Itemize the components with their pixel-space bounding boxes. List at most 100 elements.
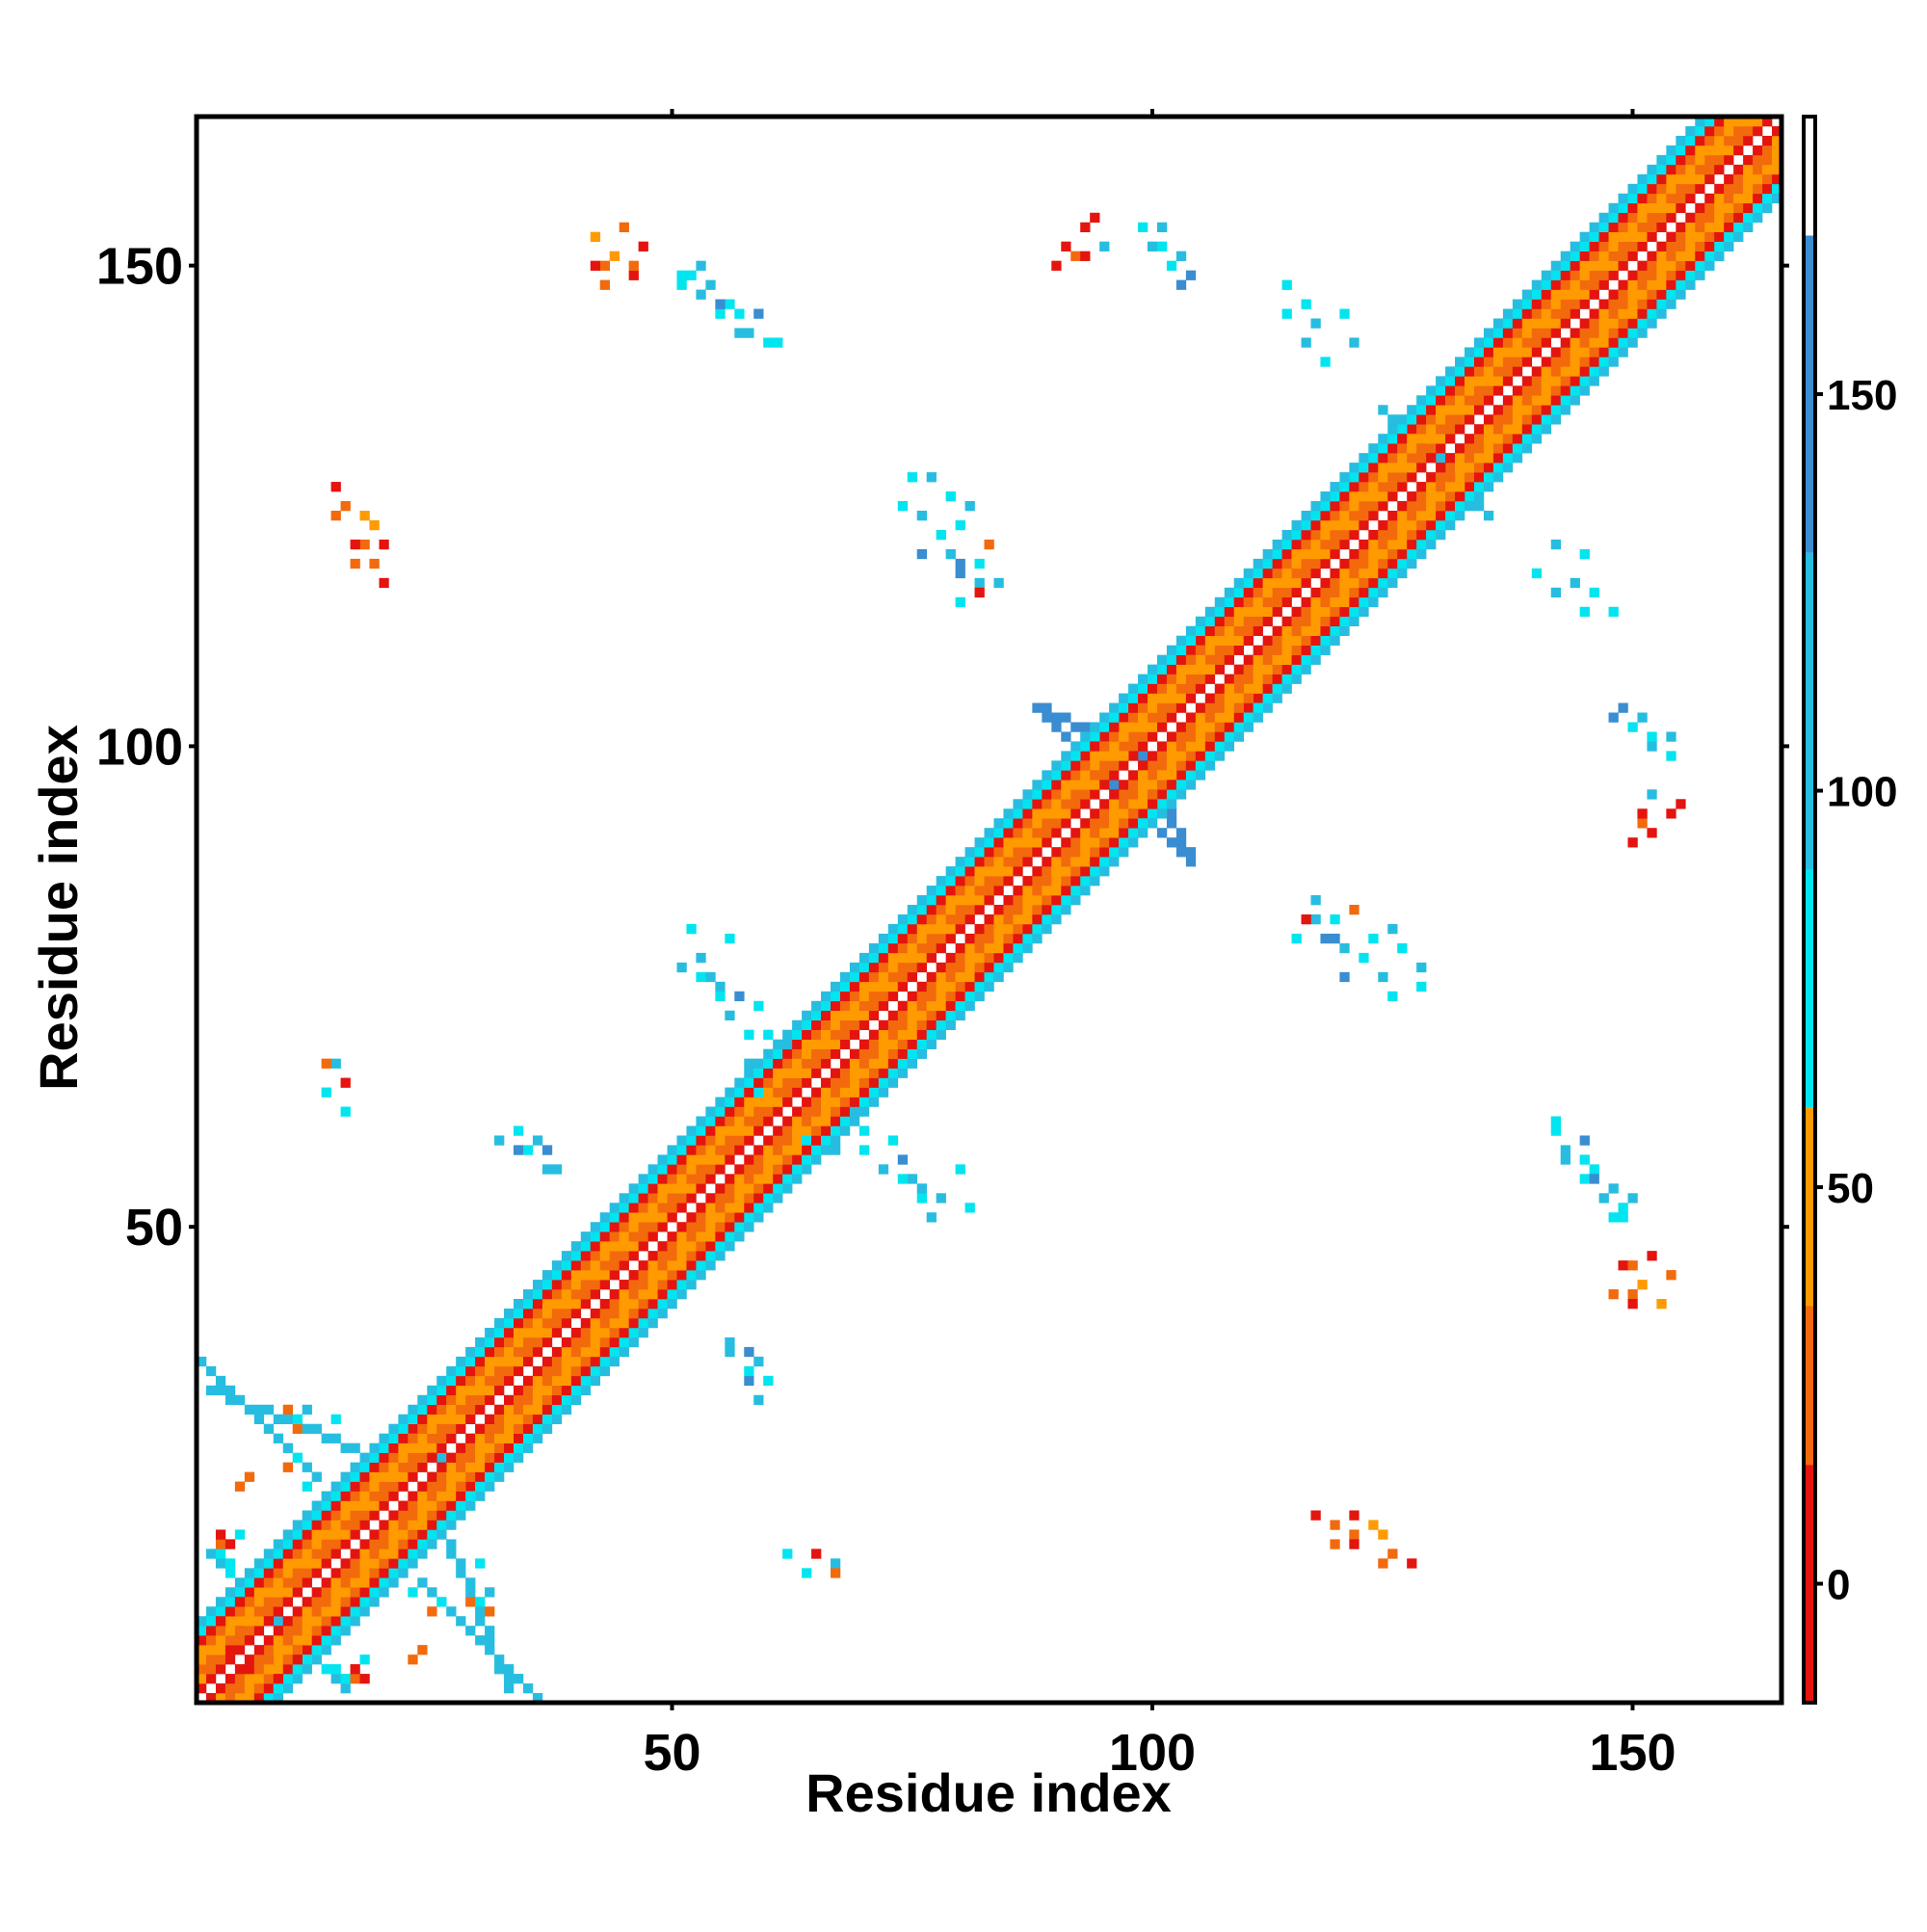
heatmap-cell <box>1483 472 1494 483</box>
heatmap-cell <box>916 913 927 925</box>
heatmap-cell <box>494 1462 505 1472</box>
heatmap-cell <box>628 1203 639 1213</box>
heatmap-cell <box>224 1645 236 1655</box>
heatmap-cell <box>417 1520 428 1530</box>
heatmap-cell <box>696 260 706 271</box>
heatmap-cell <box>696 1145 706 1155</box>
heatmap-cell <box>725 1116 735 1126</box>
heatmap-cell <box>831 1558 841 1569</box>
heatmap-cell <box>273 1664 284 1675</box>
heatmap-cell <box>215 1375 226 1387</box>
heatmap-cell <box>1666 808 1676 819</box>
heatmap-cell <box>1627 193 1638 204</box>
heatmap-cell <box>725 1154 735 1165</box>
heatmap-cell <box>753 1087 764 1098</box>
heatmap-cell <box>522 1683 534 1694</box>
heatmap-cell <box>1550 376 1561 386</box>
heatmap-cell <box>811 1125 822 1136</box>
heatmap-cell <box>1627 212 1638 224</box>
heatmap-cell <box>302 1568 312 1578</box>
heatmap-cell <box>253 1626 265 1636</box>
heatmap-cell <box>590 1375 601 1387</box>
heatmap-cell <box>456 1481 466 1492</box>
heatmap-cell <box>599 1251 610 1261</box>
heatmap-cell <box>1262 558 1273 569</box>
heatmap-cell <box>657 1183 668 1194</box>
heatmap-cell <box>522 1404 534 1416</box>
heatmap-cell <box>408 1539 418 1549</box>
heatmap-cell <box>1349 548 1359 560</box>
heatmap-cell <box>1397 453 1408 463</box>
heatmap-cell <box>234 1693 246 1704</box>
heatmap-cell <box>340 1442 351 1453</box>
heatmap-cell <box>1243 702 1254 713</box>
heatmap-cell <box>532 1414 543 1425</box>
heatmap-cell <box>1656 270 1667 280</box>
heatmap-cell <box>599 1222 610 1232</box>
heatmap-cell <box>1473 385 1485 396</box>
heatmap-cell <box>234 1626 246 1636</box>
heatmap-cell <box>465 1597 476 1607</box>
heatmap-cell <box>753 1203 764 1213</box>
heatmap-cell <box>1185 712 1197 723</box>
heatmap-cell <box>1148 693 1158 703</box>
heatmap-cell <box>1080 837 1091 848</box>
heatmap-cell <box>234 1481 246 1492</box>
heatmap-cell <box>676 1222 687 1232</box>
heatmap-cell <box>504 1433 515 1443</box>
colorbar-bin <box>1804 869 1815 1108</box>
heatmap-cell <box>1387 453 1398 463</box>
heatmap-cell <box>1589 347 1599 357</box>
heatmap-cell <box>1368 501 1379 512</box>
heatmap-cell <box>456 1442 466 1453</box>
heatmap-cell <box>715 308 726 319</box>
heatmap-cell <box>1637 328 1648 338</box>
heatmap-cell <box>858 1019 870 1030</box>
heatmap-cell <box>561 1251 572 1261</box>
heatmap-cell <box>350 558 360 569</box>
heatmap-cell <box>1262 568 1273 579</box>
heatmap-cell <box>802 1058 812 1069</box>
heatmap-cell <box>638 1193 648 1204</box>
heatmap-cell <box>993 828 1004 838</box>
heatmap-cell <box>897 1048 909 1059</box>
heatmap-cell <box>1502 337 1514 348</box>
heatmap-cell <box>907 1174 918 1184</box>
heatmap-cell <box>215 1529 226 1540</box>
heatmap-cell <box>456 1404 466 1416</box>
heatmap-cell <box>590 1280 601 1290</box>
heatmap-cell <box>1359 596 1369 608</box>
heatmap-cell <box>1416 405 1427 415</box>
heatmap-cell <box>197 1635 207 1646</box>
heatmap-cell <box>1128 780 1139 790</box>
heatmap-cell <box>1416 539 1427 550</box>
heatmap-cell <box>926 895 937 906</box>
heatmap-cell <box>916 511 927 521</box>
heatmap-cell <box>1455 453 1465 463</box>
heatmap-cell <box>1003 876 1014 887</box>
heatmap-cell <box>311 1423 322 1434</box>
heatmap-cell <box>1436 434 1446 444</box>
heatmap-cell <box>782 1087 793 1098</box>
heatmap-cell <box>1090 760 1100 771</box>
heatmap-cell <box>1656 183 1667 195</box>
heatmap-cell <box>887 962 899 973</box>
heatmap-cell <box>1148 789 1158 800</box>
heatmap-cell <box>561 1385 572 1396</box>
heatmap-cell <box>1455 366 1465 377</box>
heatmap-cell <box>1359 472 1369 483</box>
heatmap-cell <box>926 886 937 896</box>
heatmap-cell <box>570 1375 582 1387</box>
heatmap-cell <box>916 1183 927 1194</box>
heatmap-cell <box>580 1299 592 1310</box>
heatmap-cell <box>955 876 965 887</box>
heatmap-cell <box>1455 511 1465 521</box>
heatmap-cell <box>311 1654 322 1665</box>
heatmap-cell <box>379 1462 389 1472</box>
heatmap-cell <box>1148 731 1158 742</box>
heatmap-cell <box>1204 760 1216 771</box>
heatmap-cell <box>609 1222 620 1232</box>
heatmap-cell <box>1704 164 1715 175</box>
heatmap-cell <box>1156 741 1168 752</box>
heatmap-cell <box>1109 780 1120 790</box>
